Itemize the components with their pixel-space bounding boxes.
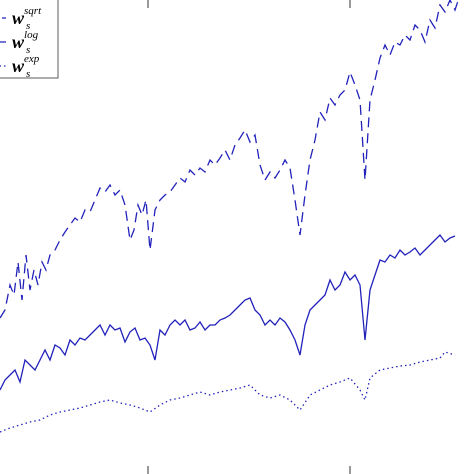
- legend-box: [0, 0, 59, 79]
- plot-area: [0, 0, 460, 474]
- legend-base: w: [12, 56, 25, 76]
- legend-label: wlog s: [12, 29, 39, 56]
- data-line: [0, 351, 456, 433]
- legend-label: wexp s: [12, 53, 40, 80]
- legend-subscript: s: [26, 68, 30, 80]
- legend-superscript: exp: [24, 53, 40, 65]
- legend-base: w: [12, 32, 25, 52]
- legend-subscript: s: [26, 44, 30, 56]
- legend-label: wsqrt s: [12, 5, 42, 32]
- data-line: [0, 0, 460, 319]
- data-line: [0, 233, 456, 391]
- legend-superscript: log: [24, 29, 39, 41]
- legend-subscript: s: [26, 20, 30, 32]
- legend-superscript: sqrt: [24, 5, 42, 17]
- legend-base: w: [12, 8, 25, 28]
